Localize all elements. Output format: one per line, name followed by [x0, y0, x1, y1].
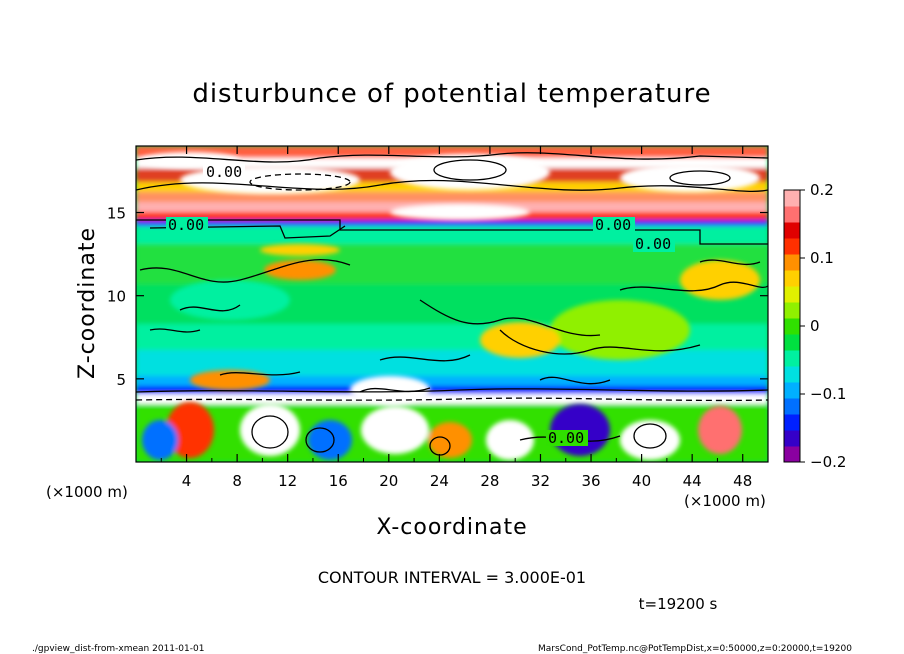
- y-tick-label: 15: [107, 205, 126, 223]
- colorbar-segment: [784, 190, 800, 207]
- plot-frame: [135, 145, 769, 463]
- colorbar-tick-label: 0.2: [810, 181, 834, 199]
- colorbar-tick-label: −0.1: [810, 385, 846, 403]
- colorbar-segment: [784, 350, 800, 367]
- contour-label: 0.00: [206, 163, 242, 181]
- colorbar-segment: [784, 222, 800, 239]
- colorbar-segment: [784, 446, 800, 463]
- colorbar-ticks: 0.2 0.1 0 −0.1 −0.2: [800, 181, 846, 471]
- contour-interval-text: CONTOUR INTERVAL = 3.000E-01: [318, 568, 586, 587]
- x-tick-label: 12: [278, 472, 297, 490]
- x-tick-label: 36: [581, 472, 600, 490]
- colorbar-segment: [784, 206, 800, 223]
- colorbar-segment: [784, 302, 800, 319]
- colorbar-segment: [784, 286, 800, 303]
- contour-label: 0.00: [168, 216, 204, 234]
- x-tick-label: 8: [232, 472, 242, 490]
- y-tick-label: 5: [116, 371, 126, 389]
- x-unit-label-right: (×1000 m): [684, 492, 766, 510]
- colorbar-segment: [784, 334, 800, 351]
- x-tick-label: 16: [329, 472, 348, 490]
- contour-labels: 0.00 0.00 0.00 0.00 0.00: [166, 163, 675, 447]
- x-unit-label-left: (×1000 m): [46, 483, 128, 501]
- x-axis: 4 8 12 16 20 24 28 32 36 40 44 48: [160, 146, 769, 490]
- colorbar-segment: [784, 254, 800, 271]
- x-tick-label: 28: [480, 472, 499, 490]
- contour-lines: [136, 152, 768, 456]
- contour-label: 0.00: [548, 429, 584, 447]
- x-axis-label: X-coordinate: [376, 515, 527, 540]
- footer-right: MarsCond_PotTemp.nc@PotTempDist,x=0:5000…: [538, 644, 852, 654]
- y-axis-label: Z-coordinate: [75, 227, 100, 379]
- y-tick-label: 10: [107, 288, 126, 306]
- x-tick-label: 48: [733, 472, 752, 490]
- colorbar-tick-label: −0.2: [810, 453, 846, 471]
- colorbar-segment: [784, 398, 800, 415]
- x-tick-label: 44: [683, 472, 702, 490]
- colorbar-tick-label: 0: [810, 317, 820, 335]
- colorbar-segment: [784, 238, 800, 255]
- colorbar-tick-label: 0.1: [810, 249, 834, 267]
- contour-label: 0.00: [595, 216, 631, 234]
- x-tick-label: 24: [430, 472, 449, 490]
- x-tick-label: 32: [531, 472, 550, 490]
- colorbar-segment: [784, 382, 800, 399]
- plot-area: 0.00 0.00 0.00 0.00 0.00: [136, 146, 768, 462]
- contour-label: 0.00: [635, 235, 671, 253]
- chart-title: disturbunce of potential temperature: [192, 79, 711, 109]
- y-axis: 5 10 15: [107, 205, 768, 389]
- colorbar-segment: [784, 414, 800, 431]
- colorbar: [784, 190, 800, 463]
- colorbar-segment: [784, 430, 800, 447]
- footer-left: ./gpview_dist-from-xmean 2011-01-01: [32, 644, 204, 654]
- x-tick-label: 40: [632, 472, 651, 490]
- colorbar-segment: [784, 270, 800, 287]
- colorbar-segment: [784, 366, 800, 383]
- time-label: t=19200 s: [639, 595, 718, 613]
- x-tick-label: 4: [182, 472, 192, 490]
- colorbar-segment: [784, 318, 800, 335]
- x-tick-label: 20: [379, 472, 398, 490]
